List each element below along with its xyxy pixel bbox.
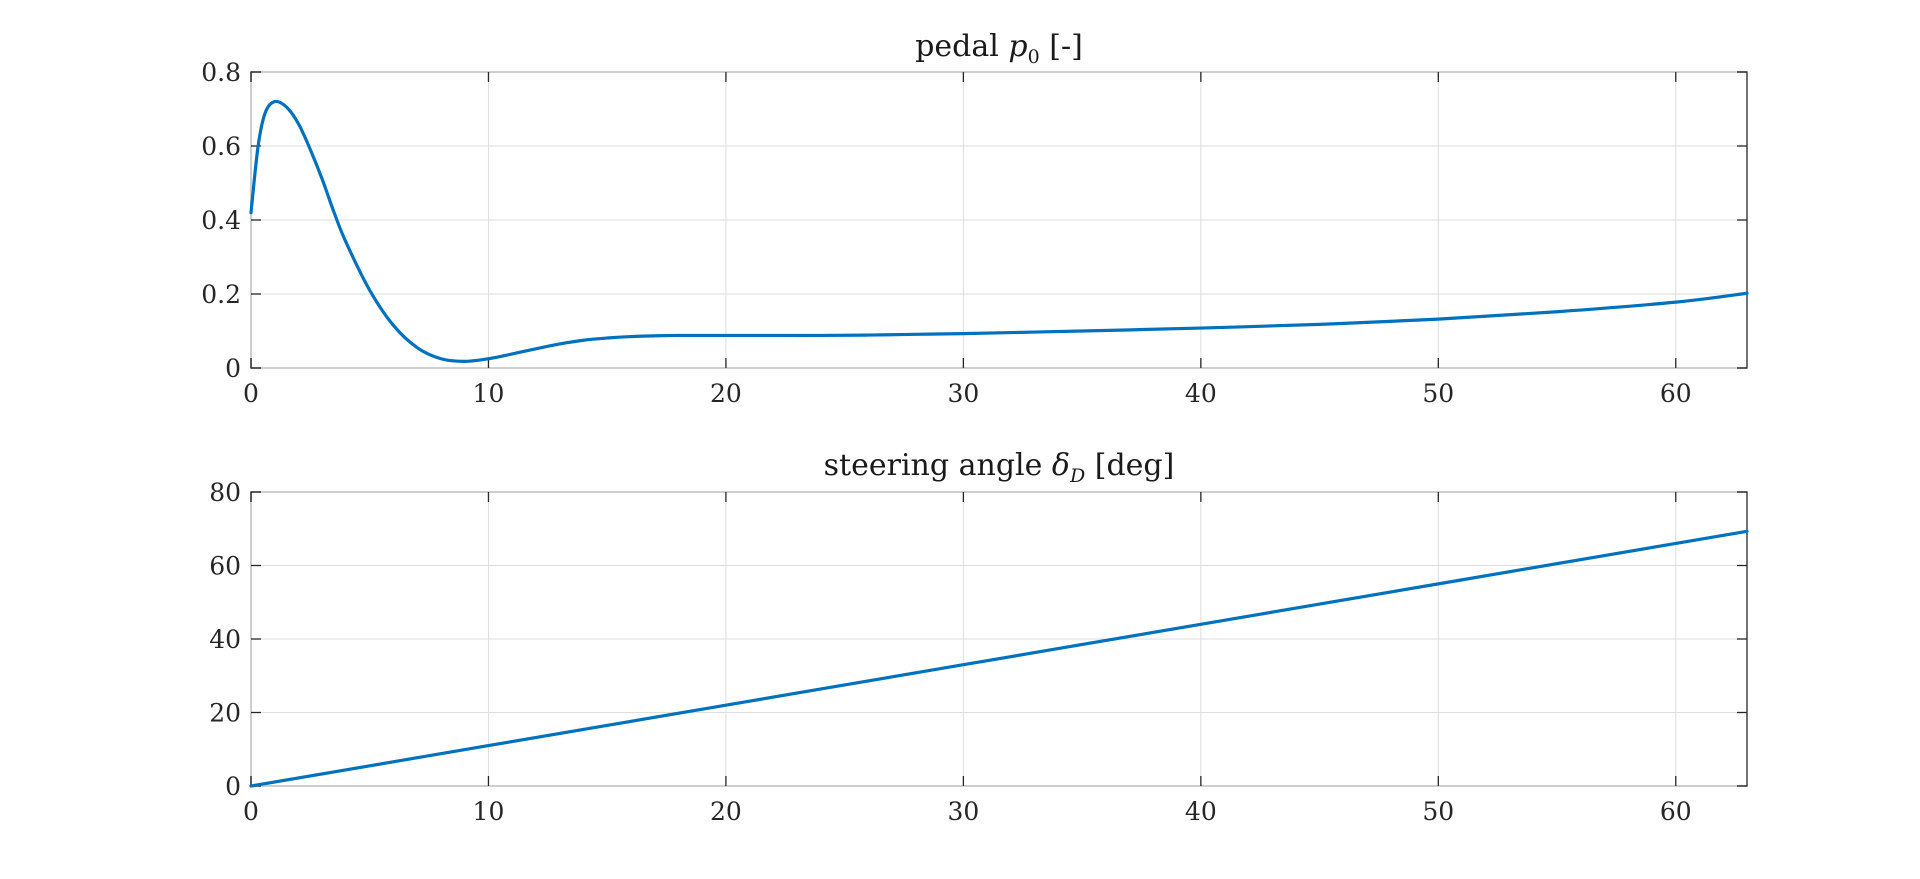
pedal-ytick-label: 0.4 [201, 206, 241, 235]
steering-ticks [250, 491, 1747, 787]
steering-ytick-label: 0 [225, 772, 241, 801]
steering-xtick-label: 10 [473, 797, 505, 826]
steering-ytick-label: 40 [209, 625, 241, 654]
pedal-xtick-label: 20 [710, 379, 742, 408]
pedal-axes: 0 10 20 30 40 50 60 0 0.2 0.4 0.6 0.8 pedal p0 [-] [201, 29, 1749, 408]
steering-series-line [249, 529, 1749, 788]
pedal-xtick-label: 60 [1660, 379, 1692, 408]
steering-xtick-label: 50 [1422, 797, 1454, 826]
pedal-xtick-label: 10 [473, 379, 505, 408]
steering-xtick-label: 40 [1185, 797, 1217, 826]
pedal-xtick-label: 30 [947, 379, 979, 408]
steering-xtick-label: 0 [243, 797, 259, 826]
pedal-xtick-label: 50 [1422, 379, 1454, 408]
steering-xtick-label: 60 [1660, 797, 1692, 826]
pedal-ytick-label: 0.8 [201, 58, 241, 87]
pedal-series-line [249, 99, 1749, 363]
steering-ytick-label: 20 [209, 699, 241, 728]
pedal-ytick-label: 0.2 [201, 280, 241, 309]
pedal-ytick-label: 0.6 [201, 132, 241, 161]
steering-title: steering angle δD [deg] [824, 448, 1175, 487]
pedal-xtick-label: 0 [243, 379, 259, 408]
pedal-ytick-label: 0 [225, 354, 241, 383]
steering-tick-labels: 0 10 20 30 40 50 60 0 20 40 60 80 [209, 478, 1691, 826]
steering-grid [250, 491, 1747, 787]
steering-xtick-label: 20 [710, 797, 742, 826]
steering-ytick-label: 80 [209, 478, 241, 507]
steering-axes: 0 10 20 30 40 50 60 0 20 40 60 80 steering angle δD… [209, 448, 1749, 826]
pedal-ticks [250, 71, 1747, 369]
steering-xtick-label: 30 [947, 797, 979, 826]
steering-ytick-label: 60 [209, 552, 241, 581]
pedal-xtick-label: 40 [1185, 379, 1217, 408]
pedal-title: pedal p0 [-] [915, 29, 1083, 68]
pedal-tick-labels: 0 10 20 30 40 50 60 0 0.2 0.4 0.6 0.8 [201, 58, 1691, 408]
